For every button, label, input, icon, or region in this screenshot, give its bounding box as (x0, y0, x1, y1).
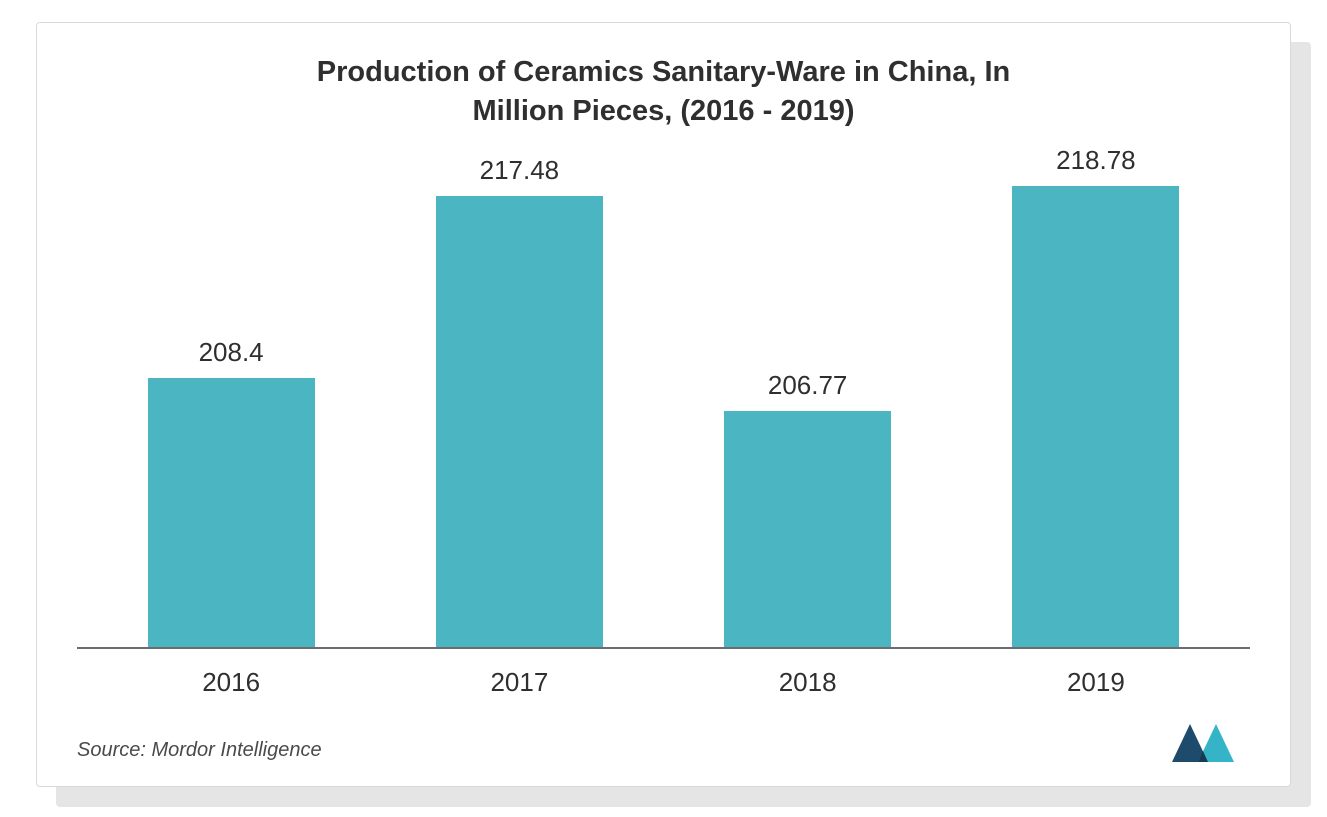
x-axis-label: 2019 (952, 667, 1240, 698)
bar (724, 411, 891, 647)
chart-footer: Source: Mordor Intelligence (77, 718, 1250, 762)
bar-slot: 217.48 (375, 145, 663, 647)
bar-slot: 206.77 (664, 145, 952, 647)
bar-value-label: 218.78 (1056, 145, 1136, 176)
chart-title: Production of Ceramics Sanitary-Ware in … (77, 53, 1250, 131)
bar-value-label: 206.77 (768, 370, 848, 401)
title-line-2: Million Pieces, (2016 - 2019) (472, 95, 854, 127)
x-axis-label: 2018 (664, 667, 952, 698)
bar (148, 378, 315, 647)
plot-area: 208.4 217.48 206.77 218.78 (77, 145, 1250, 649)
bar-slot: 208.4 (87, 145, 375, 647)
bar-value-label: 208.4 (199, 337, 264, 368)
bar-slot: 218.78 (952, 145, 1240, 647)
x-axis-label: 2017 (375, 667, 663, 698)
x-axis: 2016201720182019 (77, 649, 1250, 698)
title-line-1: Production of Ceramics Sanitary-Ware in … (317, 56, 1010, 88)
bar-value-label: 217.48 (480, 155, 560, 186)
source-attribution: Source: Mordor Intelligence (77, 739, 322, 762)
bar (436, 196, 603, 647)
x-axis-label: 2016 (87, 667, 375, 698)
brand-logo (1172, 718, 1250, 762)
bar (1012, 186, 1179, 647)
chart-container: Production of Ceramics Sanitary-Ware in … (36, 22, 1291, 787)
